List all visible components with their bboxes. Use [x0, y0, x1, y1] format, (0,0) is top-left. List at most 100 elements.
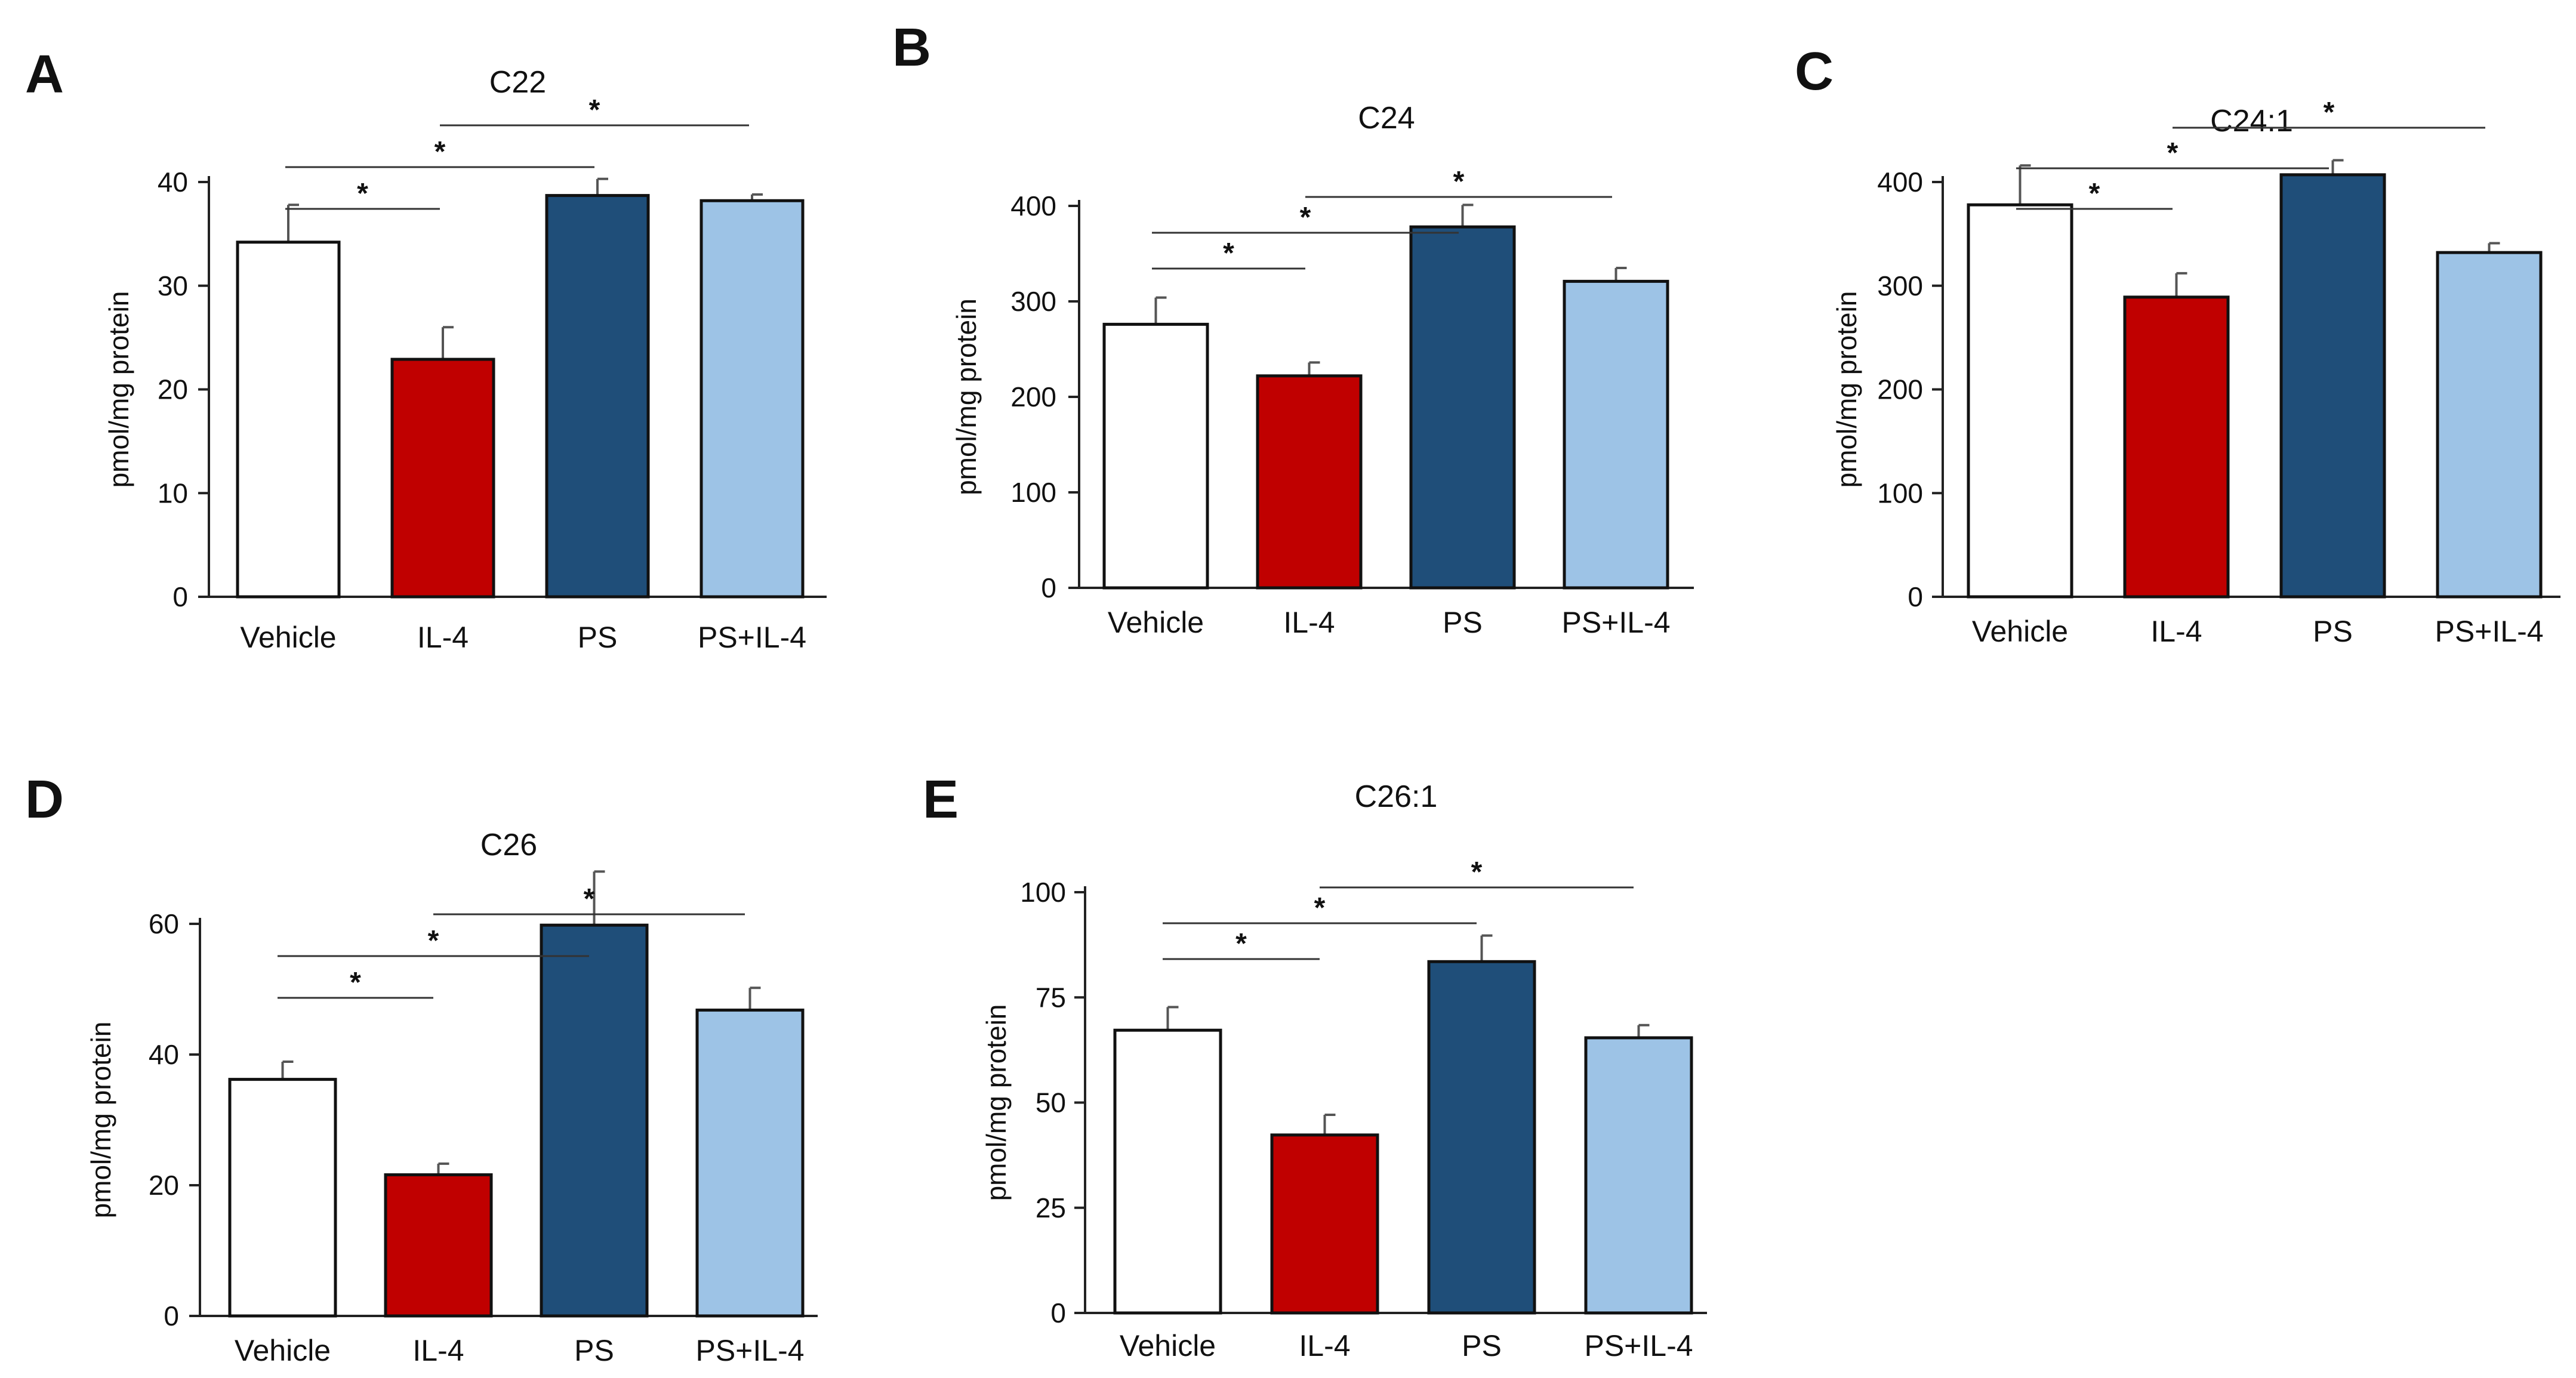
y-tick-label: 200	[1877, 374, 1923, 405]
y-tick-label: 400	[1877, 167, 1923, 198]
y-axis-label: pmol/mg protein	[981, 1004, 1012, 1201]
bar-il-4	[1256, 374, 1363, 590]
panel-letter: D	[25, 770, 64, 830]
panel-d: D C26 0 20 40 60 pmol/mg protein Vehicle IL-4 PS P…	[25, 770, 818, 1367]
category-label: PS	[574, 1334, 614, 1367]
category-label: PS	[1462, 1329, 1502, 1362]
y-tick-label: 0	[172, 581, 188, 612]
significance-star: *	[1235, 928, 1247, 960]
y-tick-label: 10	[158, 477, 188, 508]
significance-star: *	[1223, 238, 1234, 269]
bar-vehicle	[228, 1078, 337, 1318]
chart-title: C22	[489, 65, 546, 100]
bar-ps	[545, 194, 650, 599]
bar-vehicle	[1113, 1028, 1222, 1315]
y-tick-label: 0	[164, 1300, 179, 1331]
y-axis-label: pmol/mg protein	[1831, 291, 1862, 488]
category-label: IL-4	[412, 1334, 464, 1367]
bar-vehicle	[236, 241, 341, 599]
bar-ps-il-4	[695, 1009, 805, 1318]
y-tick-label: 200	[1010, 381, 1056, 412]
y-tick-label: 0	[1041, 572, 1056, 603]
panel-letter: C	[1795, 42, 1834, 101]
bar-il-4	[384, 1173, 493, 1318]
bar-il-4	[2123, 295, 2230, 599]
category-label: Vehicle	[235, 1334, 331, 1367]
panel-b: B C24 0 100 200 300 400 pmol/mg protein Vehicle I…	[892, 18, 1694, 639]
y-tick-label: 60	[149, 908, 179, 939]
y-axis-label: pmol/mg protein	[103, 291, 134, 488]
y-tick-label: 20	[149, 1170, 179, 1201]
bar-ps-il-4	[1584, 1036, 1693, 1315]
significance-star: *	[2089, 178, 2100, 209]
category-label: IL-4	[1299, 1329, 1350, 1362]
bar-ps	[1427, 960, 1536, 1315]
y-axis-label: pmol/mg protein	[85, 1022, 116, 1219]
panel-a: A C22 0 10 20 30 40 pmol/mg protein Vehicle IL-4 P…	[25, 45, 827, 654]
category-label: Vehicle	[240, 621, 336, 654]
category-label: IL-4	[1283, 606, 1335, 639]
bar-ps	[540, 923, 649, 1318]
category-label: PS+IL-4	[698, 621, 806, 654]
y-tick-label: 100	[1020, 877, 1066, 908]
y-tick-label: 300	[1010, 286, 1056, 317]
significance-star: *	[2167, 137, 2178, 169]
y-tick-label: 0	[1908, 581, 1923, 612]
significance-star: *	[1471, 856, 1483, 888]
chart-title: C24	[1358, 101, 1415, 135]
y-tick-label: 100	[1010, 477, 1056, 508]
chart-title: C26	[480, 828, 537, 862]
significance-star: *	[428, 925, 439, 957]
category-label: Vehicle	[1108, 606, 1204, 639]
category-label: PS+IL-4	[1561, 606, 1670, 639]
y-tick-label: 400	[1010, 190, 1056, 221]
significance-star: *	[1453, 166, 1465, 198]
y-tick-label: 30	[158, 270, 188, 301]
y-tick-label: 300	[1877, 270, 1923, 301]
category-label: Vehicle	[1120, 1329, 1216, 1362]
panel-e: E C26:1 0 25 50 75 100 pmol/mg protein Vehicle IL…	[923, 770, 1707, 1362]
y-tick-label: 40	[149, 1039, 179, 1070]
category-label: IL-4	[2150, 615, 2202, 648]
y-tick-label: 40	[158, 167, 188, 198]
bar-il-4	[390, 357, 495, 599]
category-label: PS	[1443, 606, 1483, 639]
panel-letter: A	[25, 45, 64, 104]
panel-letter: E	[923, 770, 959, 830]
y-tick-label: 75	[1036, 982, 1066, 1013]
category-label: PS	[578, 621, 618, 654]
chart-title: C26:1	[1355, 779, 1438, 814]
bar-ps-il-4	[700, 199, 805, 599]
significance-star: *	[589, 94, 600, 126]
bar-ps-il-4	[1563, 279, 1669, 590]
chart-title: C24:1	[2210, 104, 2293, 138]
y-tick-label: 50	[1036, 1087, 1066, 1118]
bar-ps	[1409, 225, 1516, 590]
panel-c: C C24:1 0 100 200 300 400 pmol/mg protein Vehicl…	[1795, 42, 2560, 648]
significance-star: *	[357, 178, 368, 209]
bar-il-4	[1270, 1133, 1379, 1315]
category-label: PS+IL-4	[2435, 615, 2543, 648]
category-label: PS	[2313, 615, 2353, 648]
category-label: PS+IL-4	[695, 1334, 804, 1367]
panel-letter: B	[892, 18, 931, 78]
significance-star: *	[350, 967, 361, 998]
category-label: Vehicle	[1972, 615, 2068, 648]
y-axis-label: pmol/mg protein	[951, 298, 982, 495]
bar-ps-il-4	[2436, 251, 2543, 599]
bar-ps	[2279, 173, 2386, 599]
significance-star: *	[1300, 202, 1311, 233]
category-label: IL-4	[417, 621, 469, 654]
y-tick-label: 20	[158, 374, 188, 405]
category-label: PS+IL-4	[1584, 1329, 1693, 1362]
significance-star: *	[584, 883, 595, 915]
significance-star: *	[435, 136, 446, 168]
significance-star: *	[1314, 892, 1326, 924]
y-tick-label: 25	[1036, 1192, 1066, 1223]
significance-star: *	[2324, 97, 2335, 128]
y-tick-label: 100	[1877, 477, 1923, 508]
y-tick-label: 0	[1050, 1297, 1066, 1328]
bar-vehicle	[1967, 203, 2073, 599]
bar-vehicle	[1102, 322, 1209, 590]
